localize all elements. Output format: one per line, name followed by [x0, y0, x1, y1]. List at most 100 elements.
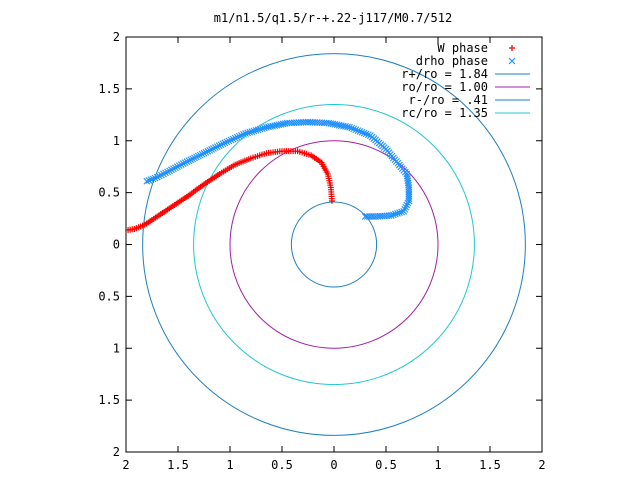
drho-phase-point [225, 137, 233, 145]
drho-phase-point [213, 143, 221, 150]
legend-label: ro/ro = 1.00 [401, 80, 488, 94]
drho-phase-point [153, 173, 161, 181]
y-tick-label: 0.5 [98, 289, 120, 303]
legend-label: drho phase [416, 54, 488, 68]
drho-phase-point [215, 142, 223, 150]
drho-phase-point [362, 130, 370, 138]
drho-phase-point [248, 128, 256, 136]
drho-phase-point [183, 158, 191, 166]
drho-phase-point [258, 125, 266, 132]
y-tick-label: 1.5 [98, 82, 120, 96]
legend-label: W phase [437, 41, 488, 55]
drho-phase-point [173, 163, 181, 171]
drho-phase-point [260, 124, 268, 132]
drho-phase-point [256, 125, 264, 133]
circle-r-1-35 [193, 103, 475, 386]
phase-points [125, 118, 413, 233]
legend-label: r-/ro = .41 [409, 93, 488, 107]
drho-phase-point [254, 126, 262, 134]
y-tick-label: 0 [113, 238, 120, 252]
drho-phase-point [401, 205, 409, 213]
drho-phase-point [198, 150, 206, 158]
drho-phase-point [151, 174, 159, 182]
drho-phase-point [217, 141, 225, 149]
drho-phase-point [400, 207, 408, 215]
drho-phase-point [168, 166, 175, 174]
drho-phase-point [403, 172, 411, 180]
drho-phase-point [170, 165, 177, 173]
drho-phase-point [221, 139, 229, 147]
drho-phase-point [367, 132, 374, 139]
drho-phase-point [160, 170, 167, 178]
drho-phase-point [360, 129, 368, 137]
drho-phase-point [227, 136, 235, 144]
drho-phase-point [172, 164, 179, 172]
legend-marker-x [508, 57, 516, 65]
drho-phase-point [244, 129, 252, 137]
drho-phase-point [240, 131, 247, 138]
drho-phase-point [223, 138, 231, 146]
drho-phase-point [149, 175, 157, 183]
drho-phase-point [242, 130, 249, 137]
drho-phase-point [210, 145, 217, 152]
W-phase-series [125, 148, 335, 233]
x-tick-label: 0.5 [375, 458, 397, 472]
x-tick-label: 1.5 [167, 458, 189, 472]
circle-r-1 [229, 140, 439, 349]
drho-phase-point [229, 135, 237, 143]
y-tick-label: 1 [113, 341, 120, 355]
y-tick-label: 0.5 [98, 186, 120, 200]
drho-phase-point [208, 146, 215, 153]
drho-phase-point [157, 171, 165, 179]
reference-circles [142, 53, 526, 436]
drho-phase-point [155, 172, 163, 180]
drho-phase-point [196, 151, 204, 159]
x-tick-label: 1 [226, 458, 233, 472]
drho-phase-point [181, 159, 189, 167]
drho-phase-point [147, 176, 155, 184]
drho-phase-point [185, 157, 193, 165]
y-tick-label: 2 [113, 445, 120, 459]
x-tick-label: 2 [538, 458, 545, 472]
drho-phase-point [194, 152, 202, 160]
drho-phase-point [246, 128, 254, 136]
drho-phase-series [143, 118, 413, 220]
circle-r-1-84 [142, 53, 526, 436]
drho-phase-point [179, 160, 187, 167]
drho-phase-point [396, 209, 403, 217]
drho-phase-point [177, 161, 185, 169]
drho-phase-point [265, 123, 272, 131]
circle-r-0-41 [290, 201, 378, 288]
drho-phase-point [166, 167, 173, 175]
x-tick-label: 1 [434, 458, 441, 472]
drho-phase-point [200, 149, 208, 157]
legend-label: rc/ro = 1.35 [401, 106, 488, 120]
drho-phase-point [191, 154, 198, 162]
drho-phase-point [235, 132, 243, 140]
drho-phase-point [233, 133, 241, 141]
drho-phase-point [189, 155, 197, 163]
drho-phase-point [252, 126, 260, 134]
drho-phase-point [354, 127, 362, 134]
drho-phase-point [193, 153, 200, 161]
y-tick-label: 2 [113, 30, 120, 44]
drho-phase-point [145, 177, 153, 184]
drho-phase-point [352, 126, 360, 134]
x-tick-label: 0.5 [271, 458, 293, 472]
drho-phase-point [187, 156, 195, 164]
drho-phase-point [219, 140, 227, 148]
drho-phase-point [402, 203, 410, 211]
drho-phase-point [358, 128, 366, 136]
axis-ticks: 2 1.5 1 0.5 0 0.5 1 1.5 221.510.500.511.52 [98, 30, 545, 472]
drho-phase-point [391, 210, 399, 218]
drho-phase-point [143, 177, 151, 185]
drho-phase-point [364, 131, 372, 139]
w-phase-point [125, 226, 132, 233]
drho-phase-point [231, 134, 239, 142]
drho-phase-point [164, 168, 171, 176]
drho-phase-point [350, 125, 358, 133]
drho-phase-point [348, 124, 356, 132]
drho-phase-point [403, 201, 411, 209]
